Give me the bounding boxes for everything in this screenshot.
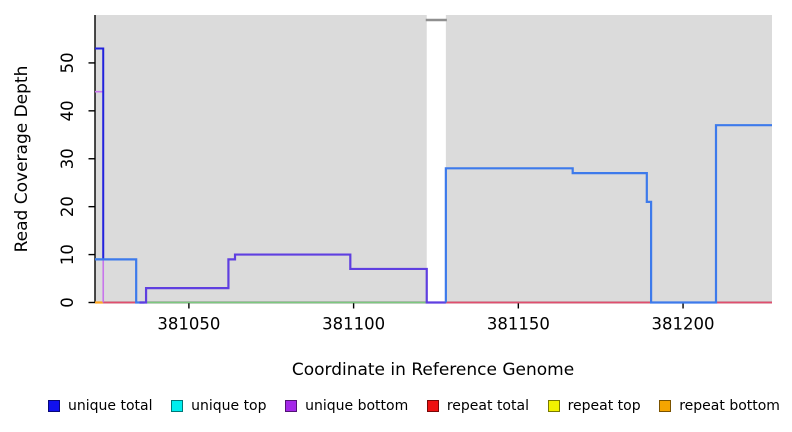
legend-swatch (171, 400, 184, 412)
legend-swatch (659, 400, 672, 412)
legend-item: unique bottom (285, 398, 408, 414)
legend-item-label: repeat top (567, 398, 641, 414)
series-layer (95, 47, 772, 304)
legend-item-label: unique bottom (305, 398, 409, 414)
legend-swatch (285, 400, 298, 412)
legend-item-label: unique total (68, 398, 153, 414)
legend-item-label: unique top (191, 398, 267, 414)
coverage-steps-right-blue (444, 124, 772, 304)
y-tick-label: 10 (58, 244, 77, 265)
y-tick-label: 30 (58, 148, 77, 169)
legend-swatch (48, 400, 60, 412)
legend-item: repeat total (426, 398, 529, 414)
x-tick-label: 381150 (487, 315, 550, 334)
chart-legend: unique total unique top unique bottom re… (0, 398, 792, 414)
legend-swatch (426, 400, 439, 412)
y-tick-label: 50 (58, 52, 77, 73)
x-tick-label: 381200 (652, 315, 715, 334)
y-tick-label: 0 (58, 297, 77, 308)
assembly-gap-column (426, 15, 446, 303)
coverage-staircase-purple (139, 253, 446, 304)
legend-item: unique top (171, 398, 267, 414)
x-axis-label: Coordinate in Reference Genome (292, 360, 574, 380)
y-tick-label: 40 (58, 100, 77, 121)
legend-item-label: repeat bottom (679, 398, 780, 414)
x-tick-label: 381100 (322, 315, 385, 334)
unique-total-spike (95, 47, 105, 260)
legend-swatch (547, 400, 560, 412)
x-tick-label: 381050 (157, 315, 220, 334)
legend-item-label: repeat total (446, 398, 529, 414)
y-tick-label: 20 (58, 196, 77, 217)
plot-background-layer (95, 15, 772, 303)
y-axis-label: Read Coverage Depth (12, 66, 32, 253)
coverage-chart: 381050 381100 381150 381200 0 10 20 30 40 50 Read… (12, 15, 772, 380)
legend-item: repeat bottom (659, 398, 780, 414)
legend-item: repeat top (547, 398, 641, 414)
legend-item: unique total (48, 398, 152, 414)
